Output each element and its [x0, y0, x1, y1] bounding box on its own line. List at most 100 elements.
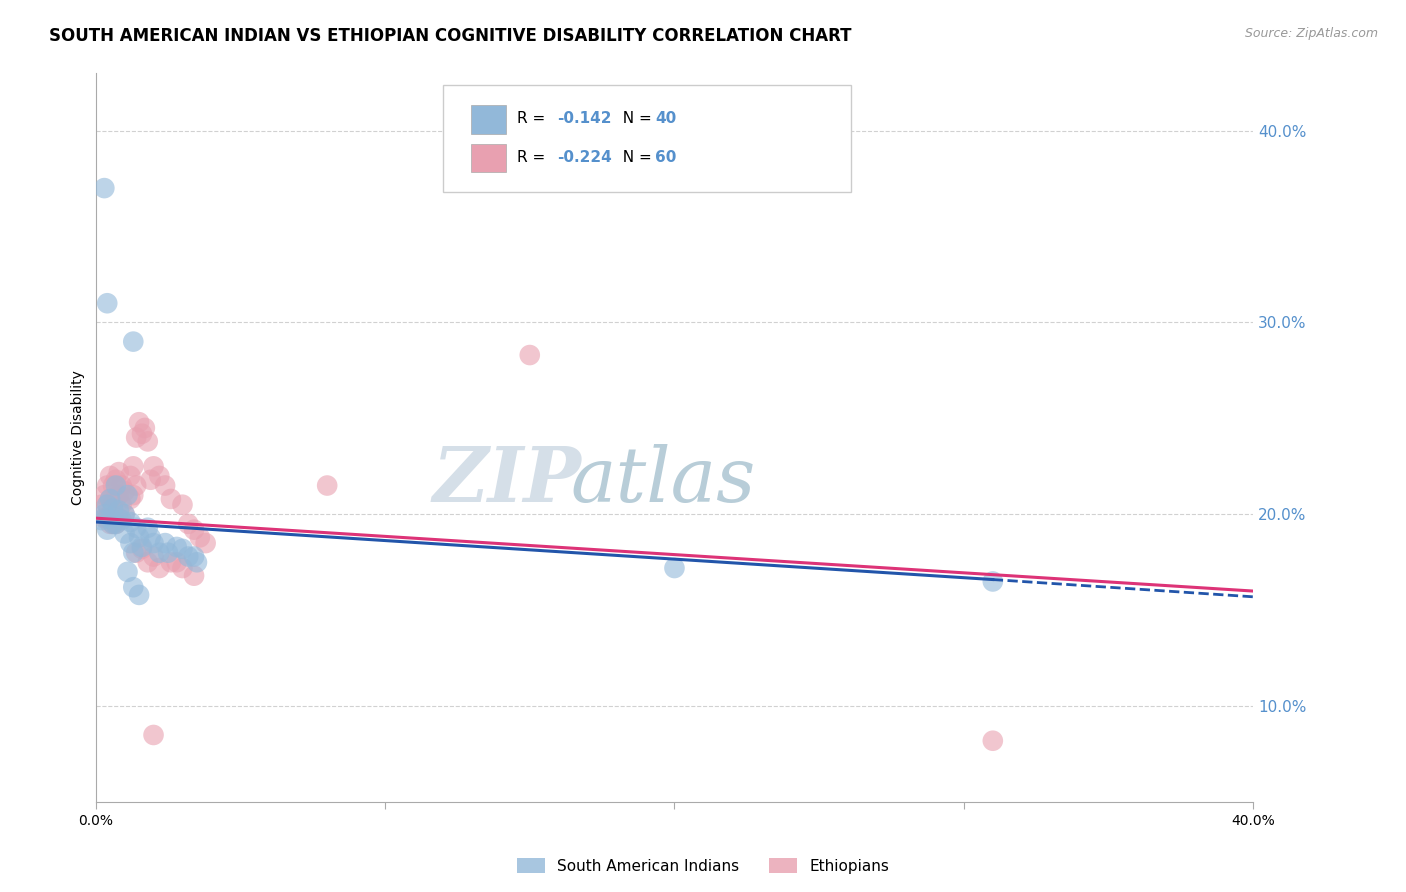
Text: atlas: atlas: [569, 444, 755, 518]
Point: [96, 523, 118, 537]
Point: [172, 498, 194, 512]
Point: [142, 459, 165, 474]
Point: [142, 549, 165, 564]
Point: [122, 459, 145, 474]
Point: [108, 465, 131, 479]
Point: [125, 546, 148, 560]
Point: [160, 555, 183, 569]
Point: [108, 488, 131, 502]
Point: [93, 508, 115, 522]
Point: [117, 565, 139, 579]
Text: SOUTH AMERICAN INDIAN VS ETHIOPIAN COGNITIVE DISABILITY CORRELATION CHART: SOUTH AMERICAN INDIAN VS ETHIOPIAN COGNI…: [49, 27, 852, 45]
Point: [96, 511, 118, 525]
Point: [117, 488, 139, 502]
Point: [120, 536, 142, 550]
Point: [122, 334, 145, 349]
Point: [136, 521, 159, 535]
Point: [664, 561, 686, 575]
Point: [186, 555, 208, 569]
Point: [96, 498, 118, 512]
Point: [98, 491, 121, 506]
Point: [111, 513, 134, 527]
Point: [160, 491, 183, 506]
Text: -0.142: -0.142: [557, 112, 612, 126]
Text: 60: 60: [655, 151, 676, 165]
Point: [96, 498, 118, 512]
Point: [136, 434, 159, 449]
Point: [96, 296, 118, 310]
Point: [104, 473, 127, 487]
Point: [142, 728, 165, 742]
Point: [122, 488, 145, 502]
Point: [166, 555, 188, 569]
Point: [125, 521, 148, 535]
Point: [93, 488, 115, 502]
Point: [93, 511, 115, 525]
Point: [156, 546, 179, 560]
Point: [108, 503, 131, 517]
Point: [98, 516, 121, 531]
Point: [122, 546, 145, 560]
Text: ZIP: ZIP: [433, 444, 582, 518]
Point: [101, 516, 124, 531]
Point: [131, 540, 153, 554]
Point: [104, 491, 127, 506]
Point: [90, 498, 112, 512]
Point: [114, 484, 136, 499]
Point: [96, 478, 118, 492]
Point: [98, 511, 121, 525]
Point: [134, 421, 156, 435]
Point: [166, 540, 188, 554]
Point: [111, 478, 134, 492]
Point: [177, 549, 200, 564]
Point: [139, 473, 162, 487]
Text: -0.224: -0.224: [557, 151, 612, 165]
Point: [104, 516, 127, 531]
Text: R =: R =: [517, 151, 551, 165]
Point: [128, 588, 150, 602]
Point: [148, 469, 170, 483]
Point: [98, 469, 121, 483]
Text: N =: N =: [613, 112, 657, 126]
Point: [98, 491, 121, 506]
Point: [93, 181, 115, 195]
Point: [120, 491, 142, 506]
Text: N =: N =: [613, 151, 657, 165]
Point: [114, 526, 136, 541]
Point: [142, 536, 165, 550]
Point: [136, 555, 159, 569]
Point: [101, 478, 124, 492]
Point: [90, 513, 112, 527]
Point: [131, 426, 153, 441]
Point: [153, 478, 176, 492]
Point: [148, 561, 170, 575]
Point: [183, 523, 205, 537]
Text: Source: ZipAtlas.com: Source: ZipAtlas.com: [1244, 27, 1378, 40]
Legend: South American Indians, Ethiopians: South American Indians, Ethiopians: [510, 852, 896, 880]
Point: [104, 478, 127, 492]
Point: [114, 508, 136, 522]
Text: R =: R =: [517, 112, 551, 126]
Point: [981, 733, 1004, 747]
Point: [148, 546, 170, 560]
Point: [183, 568, 205, 582]
Point: [153, 536, 176, 550]
Point: [104, 516, 127, 531]
Point: [122, 580, 145, 594]
Point: [128, 530, 150, 544]
Text: 40: 40: [655, 112, 676, 126]
Point: [101, 516, 124, 531]
Point: [120, 515, 142, 529]
Point: [183, 549, 205, 564]
Point: [519, 348, 541, 362]
Point: [188, 530, 211, 544]
Point: [111, 498, 134, 512]
Point: [101, 498, 124, 512]
Point: [125, 478, 148, 492]
Point: [177, 516, 200, 531]
Point: [128, 415, 150, 429]
Point: [172, 541, 194, 556]
Point: [114, 508, 136, 522]
Point: [316, 478, 339, 492]
Point: [981, 574, 1004, 589]
